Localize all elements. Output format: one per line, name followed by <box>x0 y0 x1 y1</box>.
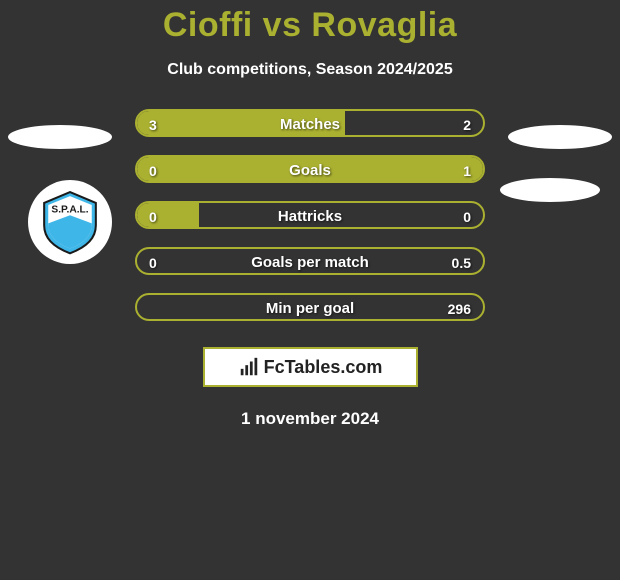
stat-bar: Goals0 1 <box>135 155 485 183</box>
club-left-badge: S.P.A.L. <box>28 180 112 264</box>
badge-text: S.P.A.L. <box>51 204 88 215</box>
stat-left-value: 3 <box>149 111 157 137</box>
stat-left-value: 0 <box>149 203 157 229</box>
stat-label: Matches <box>137 111 483 137</box>
stat-bar: Goals per match0 0.5 <box>135 247 485 275</box>
stat-right-value: 2 <box>463 111 471 137</box>
stat-right-value: 296 <box>448 295 471 321</box>
subtitle: Club competitions, Season 2024/2025 <box>0 61 620 79</box>
page-title: Cioffi vs Rovaglia <box>0 0 620 45</box>
stat-bar: Hattricks0 0 <box>135 201 485 229</box>
stat-right-value: 0.5 <box>452 249 471 275</box>
stat-bar: Matches3 2 <box>135 109 485 137</box>
player-left-ellipse <box>8 125 112 149</box>
stat-bar: Min per goal296 <box>135 293 485 321</box>
stat-left-value: 0 <box>149 157 157 183</box>
stat-row: Goals per match0 0.5 <box>135 247 485 283</box>
stat-row: Hattricks0 0 <box>135 201 485 237</box>
stat-left-value: 0 <box>149 249 157 275</box>
stat-row: Min per goal296 <box>135 293 485 329</box>
stat-label: Min per goal <box>137 295 483 321</box>
stat-label: Hattricks <box>137 203 483 229</box>
date-text: 1 november 2024 <box>0 409 620 429</box>
stat-label: Goals <box>137 157 483 183</box>
stat-right-value: 1 <box>463 157 471 183</box>
chart-icon <box>238 356 260 378</box>
spal-badge-icon: S.P.A.L. <box>36 188 104 256</box>
brand-box[interactable]: FcTables.com <box>203 347 418 387</box>
stat-row: Goals0 1 <box>135 155 485 191</box>
stat-right-value: 0 <box>463 203 471 229</box>
stat-label: Goals per match <box>137 249 483 275</box>
stat-row: Matches3 2 <box>135 109 485 145</box>
brand-text: FcTables.com <box>264 357 383 378</box>
player-right-ellipse <box>508 125 612 149</box>
club-right-ellipse <box>500 178 600 202</box>
